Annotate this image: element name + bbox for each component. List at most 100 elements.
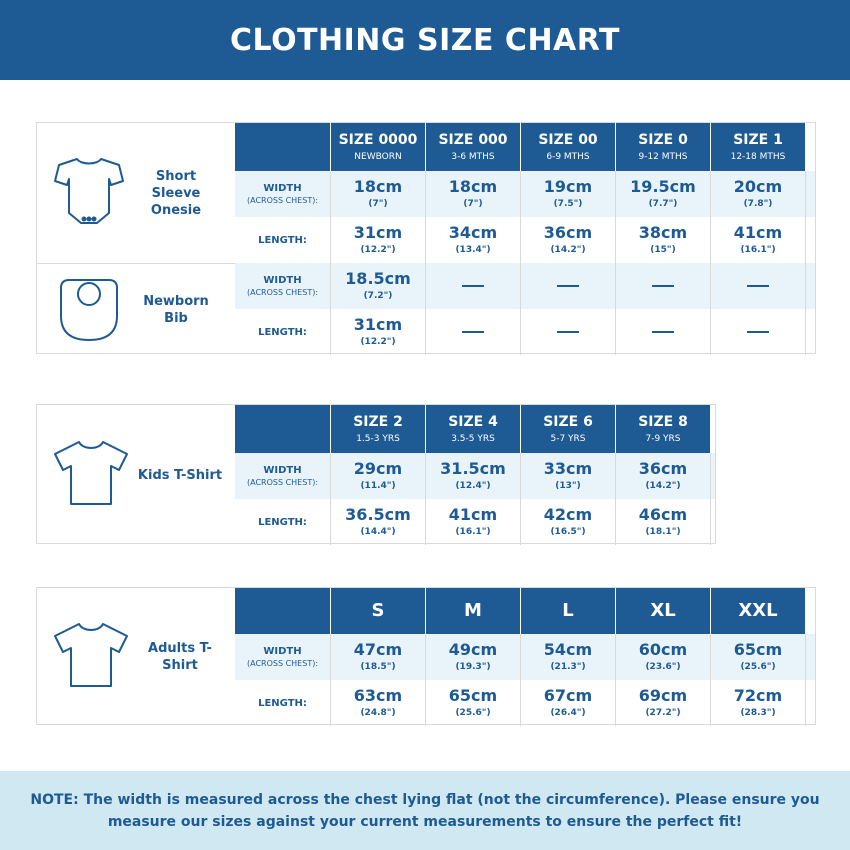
width-label-sub: (ACROSS CHEST): bbox=[246, 478, 319, 487]
length-row: LENGTH: 63cm (24.8") 65cm (25.6") 67cm (26.4")… bbox=[235, 680, 815, 726]
measurement-cm: 49cm bbox=[448, 640, 498, 659]
measurement-inches: (13") bbox=[555, 481, 581, 491]
length-row: LENGTH: 36.5cm (14.4") 41cm (16.1") 42cm (16.5… bbox=[235, 499, 715, 545]
measurement-inches: (16.1") bbox=[455, 527, 491, 537]
measurement-cm: 72cm bbox=[733, 686, 783, 705]
measurement-cm: 19.5cm bbox=[630, 177, 696, 196]
size-name: SIZE 8 bbox=[638, 413, 688, 430]
measurement-cell: 63cm (24.8") bbox=[331, 680, 426, 726]
size-name: M bbox=[464, 600, 482, 621]
measurement-cell: 34cm (13.4") bbox=[426, 217, 521, 263]
measurement-cell: 47cm (18.5") bbox=[331, 634, 426, 680]
measurement-cm: 69cm bbox=[638, 686, 688, 705]
measurement-cell bbox=[616, 263, 711, 309]
measurement-inches: (7") bbox=[463, 199, 483, 209]
length-label-main: LENGTH: bbox=[258, 516, 307, 528]
measurement-cell bbox=[711, 309, 806, 355]
measurement-inches: (7.7") bbox=[648, 199, 678, 209]
product-name: Short Sleeve Onesie bbox=[150, 168, 202, 218]
size-header: SIZE 2 1.5-3 YRS bbox=[331, 405, 426, 453]
measurement-cm: 31.5cm bbox=[440, 459, 506, 478]
measurement-cell: 19cm (7.5") bbox=[521, 171, 616, 217]
measurement-cm: 31cm bbox=[353, 315, 403, 334]
measurement-cell bbox=[521, 263, 616, 309]
size-age: 3.5-5 YRS bbox=[451, 433, 495, 444]
header-spacer bbox=[235, 405, 331, 453]
measurement-inches: (19.3") bbox=[455, 662, 491, 672]
measurement-cell bbox=[426, 309, 521, 355]
measurement-cm: 36cm bbox=[638, 459, 688, 478]
measurement-inches: (13.4") bbox=[455, 245, 491, 255]
measurement-cell: 36cm (14.2") bbox=[616, 453, 711, 499]
measurement-cell: 36.5cm (14.4") bbox=[331, 499, 426, 545]
size-header: SIZE 1 12-18 MTHS bbox=[711, 123, 806, 171]
product-group: Kids T-Shirt bbox=[37, 405, 235, 545]
size-header: SIZE 0000 NEWBORN bbox=[331, 123, 426, 171]
measurement-cm: 63cm bbox=[353, 686, 403, 705]
measurement-cell: 36cm (14.2") bbox=[521, 217, 616, 263]
tshirt-icon bbox=[37, 620, 131, 694]
measurement-cell: 31cm (12.2") bbox=[331, 217, 426, 263]
width-label-sub: (ACROSS CHEST): bbox=[246, 196, 319, 205]
header-bar: CLOTHING SIZE CHART bbox=[0, 0, 850, 80]
width-label-main: WIDTH bbox=[263, 465, 302, 476]
not-available-dash bbox=[747, 331, 769, 333]
product-cell: Newborn Bib bbox=[37, 264, 235, 355]
size-header: XXL bbox=[711, 588, 806, 634]
header-spacer bbox=[235, 588, 331, 634]
measurement-cell: 46cm (18.1") bbox=[616, 499, 711, 545]
not-available-dash bbox=[462, 285, 484, 287]
size-name: SIZE 1 bbox=[733, 131, 783, 148]
size-header: SIZE 00 6-9 MTHS bbox=[521, 123, 616, 171]
measurement-cm: 34cm bbox=[448, 223, 498, 242]
page-title: CLOTHING SIZE CHART bbox=[230, 22, 620, 58]
size-header: SIZE 000 3-6 MTHS bbox=[426, 123, 521, 171]
size-name: L bbox=[562, 600, 574, 621]
measurement-cell: 42cm (16.5") bbox=[521, 499, 616, 545]
size-age: NEWBORN bbox=[354, 151, 402, 162]
size-name: S bbox=[371, 600, 385, 621]
measurement-cell: 29cm (11.4") bbox=[331, 453, 426, 499]
measurement-inches: (24.8") bbox=[360, 708, 396, 718]
width-label: WIDTH (ACROSS CHEST): bbox=[235, 634, 331, 680]
width-row: WIDTH (ACROSS CHEST): 18.5cm (7.2") bbox=[235, 263, 815, 309]
size-name: SIZE 0000 bbox=[338, 131, 418, 148]
size-table: SIZE 0000 NEWBORN SIZE 000 3-6 MTHS SIZE 00 6… bbox=[36, 122, 816, 355]
product-group: Adults T-Shirt bbox=[37, 588, 235, 726]
not-available-dash bbox=[652, 285, 674, 287]
measurement-cell: 18cm (7") bbox=[331, 171, 426, 217]
size-header: SIZE 4 3.5-5 YRS bbox=[426, 405, 521, 453]
measurement-cm: 54cm bbox=[543, 640, 593, 659]
product-name: Adults T-Shirt bbox=[148, 641, 212, 673]
size-header: SIZE 8 7-9 YRS bbox=[616, 405, 711, 453]
note-text: NOTE: The width is measured across the c… bbox=[30, 789, 820, 833]
measurement-cm: 65cm bbox=[448, 686, 498, 705]
bib-icon bbox=[37, 270, 127, 350]
measurement-cell: 60cm (23.6") bbox=[616, 634, 711, 680]
measurement-cell bbox=[616, 309, 711, 355]
not-available-dash bbox=[557, 285, 579, 287]
size-header: M bbox=[426, 588, 521, 634]
measurement-cell: 19.5cm (7.7") bbox=[616, 171, 711, 217]
measurement-cm: 19cm bbox=[543, 177, 593, 196]
size-name: SIZE 2 bbox=[353, 413, 403, 430]
measurement-inches: (11.4") bbox=[360, 481, 396, 491]
measurement-cell: 65cm (25.6") bbox=[426, 680, 521, 726]
measurement-cell bbox=[426, 263, 521, 309]
measurement-cm: 18cm bbox=[353, 177, 403, 196]
size-name: SIZE 0 bbox=[638, 131, 688, 148]
measurement-inches: (16.1") bbox=[740, 245, 776, 255]
size-name: XL bbox=[650, 600, 676, 621]
size-header: SIZE 6 5-7 YRS bbox=[521, 405, 616, 453]
measurement-inches: (18.5") bbox=[360, 662, 396, 672]
product-group: Newborn Bib bbox=[37, 263, 235, 355]
measurement-cell: 41cm (16.1") bbox=[711, 217, 806, 263]
size-header: L bbox=[521, 588, 616, 634]
measurement-inches: (7") bbox=[368, 199, 388, 209]
measurement-cell: 72cm (28.3") bbox=[711, 680, 806, 726]
measurement-inches: (12.2") bbox=[360, 245, 396, 255]
measurement-inches: (26.4") bbox=[550, 708, 586, 718]
measurement-cm: 18.5cm bbox=[345, 269, 411, 288]
measurement-cm: 67cm bbox=[543, 686, 593, 705]
product-name: Newborn Bib bbox=[143, 293, 209, 326]
